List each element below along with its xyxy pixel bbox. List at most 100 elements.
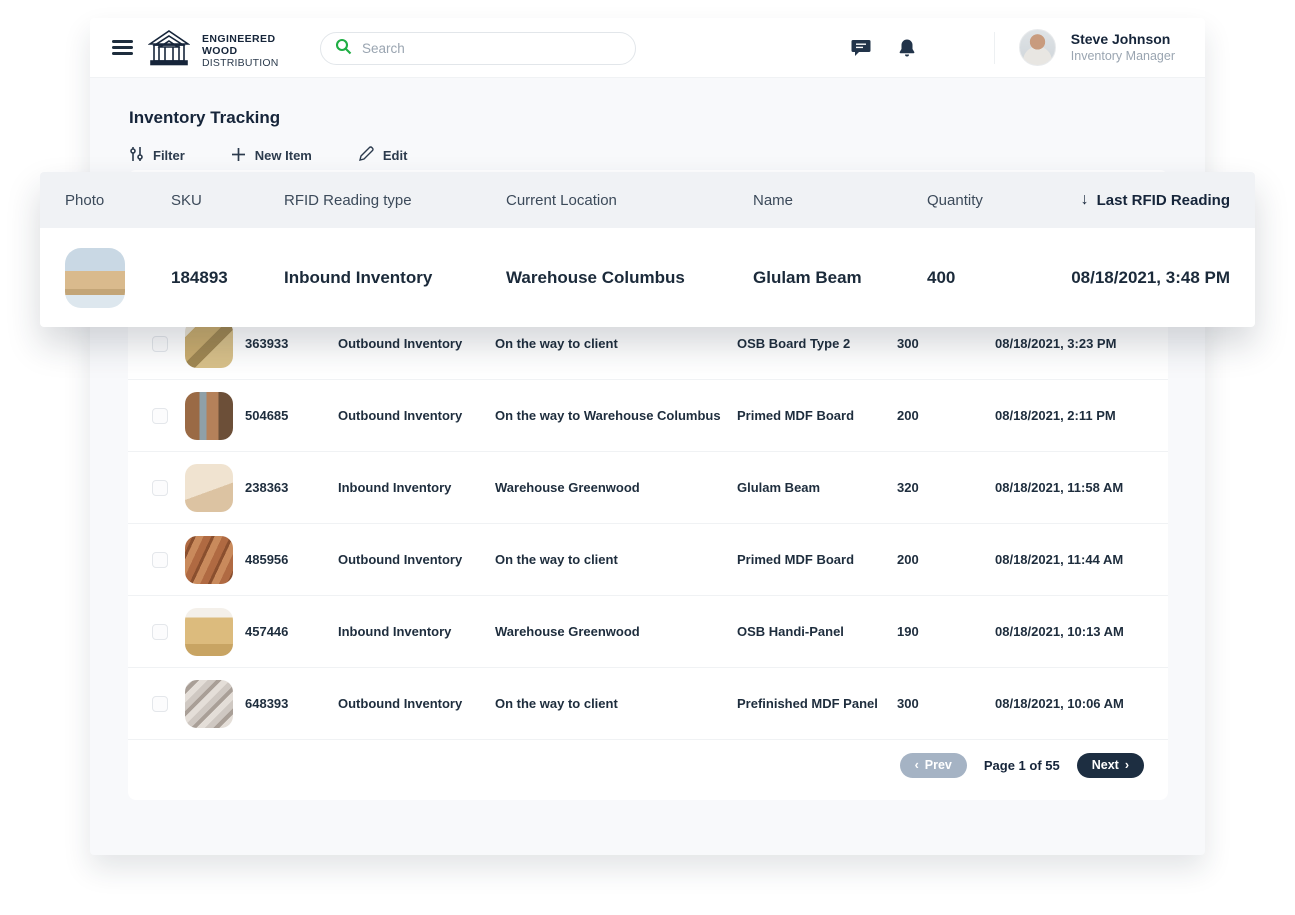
product-photo — [65, 247, 125, 308]
table-header: Photo SKU RFID Reading type Current Loca… — [40, 172, 1255, 228]
row-last-reading: 08/18/2021, 2:11 PM — [995, 408, 1116, 423]
row-location: Warehouse Greenwood — [495, 624, 640, 639]
page-title: Inventory Tracking — [129, 108, 281, 127]
row-sku: 363933 — [245, 336, 289, 351]
column-sku[interactable]: SKU — [171, 191, 202, 209]
brand-line-3: DISTRIBUTION — [202, 56, 279, 69]
messages-icon[interactable] — [850, 37, 872, 59]
row-rfid-type: Outbound Inventory — [338, 696, 463, 711]
row-checkbox[interactable] — [152, 479, 168, 496]
row-checkbox[interactable] — [152, 551, 168, 568]
chevron-left-icon: ‹ — [914, 758, 919, 772]
filter-button[interactable]: Filter — [129, 146, 185, 165]
user-name: Steve Johnson — [1070, 31, 1171, 47]
row-name: OSB Handi-Panel — [737, 624, 844, 639]
column-name[interactable]: Name — [753, 191, 794, 209]
user-profile[interactable]: Steve Johnson Inventory Manager — [1018, 29, 1175, 66]
sorted-column-label: Last RFID Reading — [1096, 191, 1230, 209]
row-rfid-type: Outbound Inventory — [338, 552, 463, 567]
table-row[interactable]: 504685 Outbound Inventory On the way to … — [128, 380, 1168, 452]
row-location: Warehouse Greenwood — [495, 480, 640, 495]
row-sku: 457446 — [245, 624, 289, 639]
hamburger-menu-icon[interactable] — [112, 37, 133, 58]
row-name: Glulam Beam — [737, 480, 821, 495]
column-rfid-type[interactable]: RFID Reading type — [284, 191, 412, 209]
table-row[interactable]: 485956 Outbound Inventory On the way to … — [128, 524, 1168, 596]
row-name: Primed MDF Board — [737, 408, 855, 423]
chevron-right-icon: › — [1124, 758, 1129, 772]
row-sku: 485956 — [245, 552, 289, 567]
row-location: On the way to Warehouse Columbus — [495, 408, 721, 423]
user-avatar — [1018, 29, 1056, 66]
row-quantity: 400 — [927, 267, 956, 287]
brand-line-1: ENGINEERED — [202, 32, 276, 45]
column-quantity[interactable]: Quantity — [927, 191, 983, 209]
column-location[interactable]: Current Location — [506, 191, 617, 209]
new-item-label: New Item — [254, 148, 312, 163]
prev-page-button[interactable]: ‹ Prev — [899, 752, 967, 778]
row-name: Glulam Beam — [753, 267, 862, 287]
table-row[interactable]: 648393 Outbound Inventory On the way to … — [128, 668, 1168, 740]
product-photo — [185, 463, 233, 512]
row-checkbox[interactable] — [152, 407, 168, 424]
magnified-row-card: Photo SKU RFID Reading type Current Loca… — [40, 172, 1255, 327]
filter-sliders-icon — [129, 146, 144, 165]
brand-logo[interactable]: ENGINEERED WOOD DISTRIBUTION — [147, 29, 279, 72]
pagination: ‹ Prev Page 1 of 55 Next › — [128, 740, 1168, 800]
new-item-button[interactable]: New Item — [231, 147, 312, 165]
row-checkbox[interactable] — [152, 695, 168, 712]
warehouse-logo-icon — [147, 29, 191, 72]
row-location: Warehouse Columbus — [506, 267, 685, 287]
search-input[interactable] — [362, 41, 621, 56]
row-rfid-type: Inbound Inventory — [338, 480, 452, 495]
next-page-button[interactable]: Next › — [1076, 752, 1144, 778]
row-last-reading: 08/18/2021, 11:58 AM — [995, 480, 1124, 495]
row-sku: 648393 — [245, 696, 289, 711]
product-photo — [185, 607, 233, 656]
app-window: ENGINEERED WOOD DISTRIBUTION — [90, 18, 1205, 855]
row-checkbox[interactable] — [152, 335, 168, 352]
row-last-reading: 08/18/2021, 10:06 AM — [995, 696, 1124, 711]
highlighted-row[interactable]: 184893 Inbound Inventory Warehouse Colum… — [40, 228, 1255, 327]
edit-button[interactable]: Edit — [358, 146, 408, 165]
row-rfid-type: Outbound Inventory — [338, 408, 463, 423]
product-photo — [185, 319, 233, 368]
next-label: Next — [1091, 758, 1119, 772]
page-status: Page 1 of 55 — [983, 757, 1060, 773]
table-row[interactable]: 457446 Inbound Inventory Warehouse Green… — [128, 596, 1168, 668]
notifications-bell-icon[interactable] — [896, 37, 918, 59]
search-icon — [335, 38, 352, 60]
user-role: Inventory Manager — [1070, 49, 1175, 63]
sort-descending-icon: ↓ — [1080, 191, 1089, 208]
row-checkbox[interactable] — [152, 623, 168, 640]
topbar-divider — [994, 32, 995, 64]
prev-label: Prev — [924, 758, 952, 772]
plus-icon — [231, 147, 246, 165]
pencil-icon — [358, 146, 374, 165]
row-quantity: 200 — [897, 408, 919, 423]
column-last-rfid-reading[interactable]: ↓ Last RFID Reading — [1054, 191, 1230, 209]
product-photo — [185, 391, 233, 440]
row-rfid-type: Inbound Inventory — [284, 267, 433, 287]
brand-name: ENGINEERED WOOD DISTRIBUTION — [202, 33, 279, 69]
row-last-reading: 08/18/2021, 3:23 PM — [995, 336, 1117, 351]
brand-line-2: WOOD — [202, 44, 238, 57]
toolbar: Filter New Item Edit — [129, 146, 407, 165]
filter-label: Filter — [153, 148, 185, 163]
row-sku: 238363 — [245, 480, 289, 495]
row-sku: 504685 — [245, 408, 289, 423]
search-box[interactable] — [320, 32, 636, 65]
row-name: Prefinished MDF Panel — [737, 696, 878, 711]
row-name: OSB Board Type 2 — [737, 336, 851, 351]
column-photo[interactable]: Photo — [65, 191, 105, 209]
row-quantity: 300 — [897, 336, 919, 351]
row-location: On the way to client — [495, 552, 618, 567]
topbar-icons — [850, 18, 918, 78]
edit-label: Edit — [382, 148, 408, 163]
row-quantity: 300 — [897, 696, 919, 711]
row-quantity: 320 — [897, 480, 919, 495]
table-row[interactable]: 363933 Outbound Inventory On the way to … — [128, 308, 1168, 380]
row-location: On the way to client — [495, 336, 618, 351]
row-last-reading: 08/18/2021, 11:44 AM — [995, 552, 1124, 567]
table-row[interactable]: 238363 Inbound Inventory Warehouse Green… — [128, 452, 1168, 524]
